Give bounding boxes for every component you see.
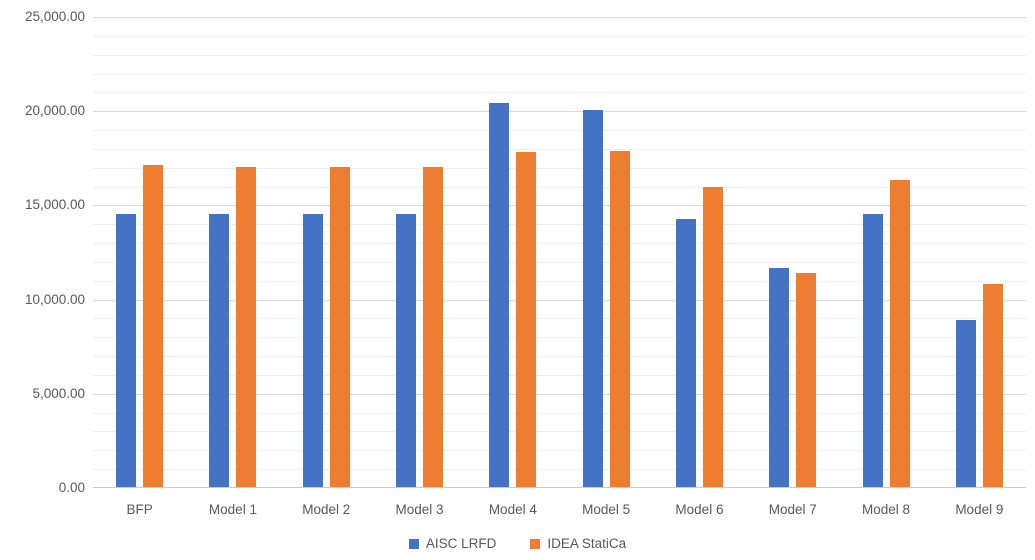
bar-aisc-lrfd-model-6 xyxy=(675,219,696,487)
y-tick-label: 20,000.00 xyxy=(24,103,85,119)
x-category-label: Model 4 xyxy=(488,502,537,517)
legend: AISC LRFD IDEA StatiCa xyxy=(0,536,1035,551)
bar-idea-statica-model-6 xyxy=(702,187,723,487)
x-category-label: Model 8 xyxy=(862,502,911,517)
y-tick-label: 10,000.00 xyxy=(24,291,85,307)
x-category-label: Model 5 xyxy=(582,502,631,517)
x-category-label: Model 3 xyxy=(395,502,444,517)
bar-aisc-lrfd-bfp xyxy=(116,213,137,487)
minor-gridline xyxy=(93,374,1026,376)
legend-item-idea-statica: IDEA StatiCa xyxy=(530,536,626,551)
y-tick-label: 0.00 xyxy=(58,480,85,495)
x-category-label: Model 2 xyxy=(302,502,351,517)
minor-gridline xyxy=(93,243,1026,245)
x-category-label: Model 1 xyxy=(208,502,257,517)
minor-gridline xyxy=(93,450,1026,452)
plot-area xyxy=(93,17,1026,488)
bar-aisc-lrfd-model-3 xyxy=(396,213,417,487)
bar-idea-statica-model-2 xyxy=(329,166,350,487)
bar-idea-statica-model-4 xyxy=(516,151,537,487)
minor-gridline xyxy=(93,337,1026,339)
minor-gridline xyxy=(93,261,1026,263)
bar-aisc-lrfd-model-4 xyxy=(489,102,510,487)
legend-swatch-icon xyxy=(530,538,541,549)
minor-gridline xyxy=(93,73,1026,75)
minor-gridline xyxy=(93,469,1026,471)
bar-aisc-lrfd-model-1 xyxy=(209,213,230,487)
minor-gridline xyxy=(93,224,1026,226)
major-gridline xyxy=(93,111,1026,113)
legend-label: IDEA StatiCa xyxy=(547,536,627,551)
bar-aisc-lrfd-model-2 xyxy=(302,213,323,487)
minor-gridline xyxy=(93,186,1026,188)
bar-idea-statica-model-7 xyxy=(796,273,817,487)
bar-idea-statica-bfp xyxy=(143,164,164,487)
major-gridline xyxy=(93,299,1026,301)
x-category-label: BFP xyxy=(126,502,153,517)
bar-idea-statica-model-9 xyxy=(982,283,1003,487)
major-gridline xyxy=(93,205,1026,207)
y-tick-label: 25,000.00 xyxy=(24,9,85,24)
y-tick-label: 5,000.00 xyxy=(32,385,85,401)
bar-idea-statica-model-3 xyxy=(423,166,444,487)
bar-idea-statica-model-8 xyxy=(889,179,910,487)
x-category-label: Model 6 xyxy=(675,502,724,517)
major-gridline xyxy=(93,17,1026,18)
bar-aisc-lrfd-model-9 xyxy=(955,320,976,487)
legend-item-aisc-lrfd: AISC LRFD xyxy=(408,536,497,551)
minor-gridline xyxy=(93,280,1026,282)
minor-gridline xyxy=(93,35,1026,37)
minor-gridline xyxy=(93,148,1026,150)
x-category-label: Model 7 xyxy=(768,502,817,517)
x-axis-line xyxy=(93,487,1026,488)
minor-gridline xyxy=(93,130,1026,132)
minor-gridline xyxy=(93,54,1026,56)
minor-gridline xyxy=(93,356,1026,358)
y-tick-label: 15,000.00 xyxy=(24,197,85,213)
bar-idea-statica-model-5 xyxy=(609,150,630,487)
minor-gridline xyxy=(93,431,1026,433)
minor-gridline xyxy=(93,412,1026,414)
x-category-label: Model 9 xyxy=(955,502,1004,517)
bar-aisc-lrfd-model-5 xyxy=(582,110,603,487)
legend-label: AISC LRFD xyxy=(425,536,497,551)
bar-aisc-lrfd-model-7 xyxy=(769,268,790,487)
major-gridline xyxy=(93,393,1026,395)
minor-gridline xyxy=(93,318,1026,320)
minor-gridline xyxy=(93,92,1026,94)
minor-gridline xyxy=(93,167,1026,169)
bar-idea-statica-model-1 xyxy=(236,166,257,487)
bar-aisc-lrfd-model-8 xyxy=(862,213,883,487)
legend-swatch-icon xyxy=(408,538,419,549)
